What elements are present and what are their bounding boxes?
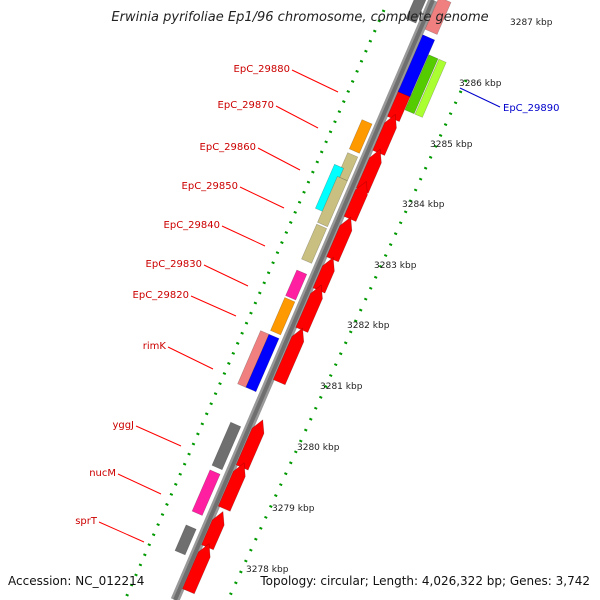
gene-labels: EpC_29880 EpC_29870 EpC_29860 EpC_29850 … <box>75 64 559 543</box>
scale-label: 3286 kbp <box>459 79 502 89</box>
gene-label-text: EpC_29830 <box>146 259 202 270</box>
inner-tick-track <box>123 9 386 600</box>
gene-label-epc-29850[interactable]: EpC_29850 <box>182 181 285 209</box>
gene-label-text: EpC_29850 <box>182 181 238 192</box>
gene-label-text: EpC_29820 <box>133 290 189 301</box>
scale-label: 3282 kbp <box>347 321 390 331</box>
gene-feature[interactable] <box>315 163 344 213</box>
gene-label-yggj[interactable]: yggJ <box>112 420 182 447</box>
gene-label-text: nucM <box>89 468 116 479</box>
gene-feature[interactable] <box>348 119 373 154</box>
accession-text: Accession: NC_012214 <box>8 574 145 588</box>
gene-label-text: sprT <box>75 516 98 527</box>
gene-feature[interactable] <box>217 462 246 512</box>
gene-feature[interactable] <box>343 180 368 222</box>
gene-feature[interactable] <box>272 327 305 386</box>
gene-feature[interactable] <box>182 543 211 595</box>
gene-label-epc-29870[interactable]: EpC_29870 <box>218 100 319 129</box>
scale-label: 3283 kbp <box>374 261 417 271</box>
scale-label: 3285 kbp <box>430 140 473 150</box>
gene-feature[interactable] <box>326 216 353 263</box>
gene-feature[interactable] <box>301 223 328 264</box>
gene-feature[interactable] <box>405 0 431 24</box>
gene-label-epc-29860[interactable]: EpC_29860 <box>200 142 301 171</box>
gene-label-text: yggJ <box>112 420 134 431</box>
scale-label: 3284 kbp <box>402 200 445 210</box>
gene-label-text: EpC_29870 <box>218 100 274 111</box>
gene-label-text: EpC_29840 <box>164 220 220 231</box>
gene-feature[interactable] <box>312 256 335 294</box>
gene-feature[interactable] <box>295 284 323 333</box>
page-title: Erwinia pyrifoliae Ep1/96 chromosome, co… <box>111 10 489 25</box>
gene-label-text: EpC_29890 <box>503 103 559 114</box>
scale-ticks: 3287 kbp 3286 kbp 3285 kbp 3284 kbp 3283… <box>246 18 553 575</box>
gene-feature[interactable] <box>201 510 225 551</box>
gene-feature[interactable] <box>414 58 447 118</box>
scale-label: 3287 kbp <box>510 18 553 28</box>
scale-label: 3278 kbp <box>246 565 289 575</box>
gene-feature[interactable] <box>237 330 270 388</box>
gene-label-nucm[interactable]: nucM <box>89 468 162 495</box>
topology-text: Topology: circular; Length: 4,026,322 bp… <box>260 574 590 588</box>
gene-label-epc-29890[interactable]: EpC_29890 <box>459 87 559 114</box>
gene-feature[interactable] <box>424 0 452 35</box>
gene-feature[interactable] <box>285 269 308 301</box>
gene-feature[interactable] <box>372 113 397 156</box>
gene-feature[interactable] <box>337 152 359 182</box>
scale-label: 3280 kbp <box>297 443 340 453</box>
gene-label-epc-29880[interactable]: EpC_29880 <box>234 64 339 93</box>
gene-feature[interactable] <box>397 34 436 98</box>
gene-feature[interactable] <box>235 419 265 471</box>
scale-label: 3281 kbp <box>320 382 363 392</box>
gene-features <box>174 0 452 595</box>
gene-feature[interactable] <box>191 469 221 516</box>
gene-feature[interactable] <box>270 297 296 336</box>
gene-label-text: rimK <box>143 341 167 352</box>
gene-label-text: EpC_29880 <box>234 64 290 75</box>
backbone <box>173 0 435 600</box>
gene-feature[interactable] <box>404 54 439 115</box>
gene-label-epc-29840[interactable]: EpC_29840 <box>164 220 266 247</box>
gene-feature[interactable] <box>174 524 197 556</box>
scale-label: 3279 kbp <box>272 504 315 514</box>
gene-label-epc-29820[interactable]: EpC_29820 <box>133 290 237 317</box>
gene-feature[interactable] <box>245 333 280 393</box>
gene-label-text: EpC_29860 <box>200 142 256 153</box>
gene-feature[interactable] <box>317 176 348 228</box>
gene-label-epc-29830[interactable]: EpC_29830 <box>146 259 249 287</box>
gene-label-rimk[interactable]: rimK <box>143 341 214 370</box>
gene-label-sprt[interactable]: sprT <box>75 516 145 543</box>
gene-feature[interactable] <box>211 421 242 471</box>
